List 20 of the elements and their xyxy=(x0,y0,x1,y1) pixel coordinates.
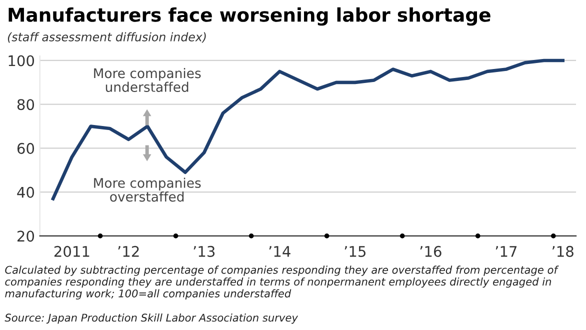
y-tick-label: 80 xyxy=(17,99,34,110)
chart-subtitle: (staff assessment diffusion index) xyxy=(8,32,206,43)
text: Calculated by subtracting percentage of companies responding they are overstaffed from percentage of companies responding they are understaffed in terms of nonpermanent employees directly engaged in manufacturing work; 100=all companies understaffed xyxy=(5,266,559,300)
x-tick-label: ’13 xyxy=(194,246,215,257)
x-tick-label: ’16 xyxy=(420,246,442,257)
x-tick-label: ’12 xyxy=(118,246,139,257)
source-note: Source: Japan Production Skill Labor Association survey xyxy=(4,314,298,324)
x-tick-label: ’18 xyxy=(552,246,574,257)
x-tick-label: ’17 xyxy=(496,246,517,257)
x-tick-label: ’15 xyxy=(344,246,366,257)
x-tick-label: ’14 xyxy=(269,246,290,257)
line-series xyxy=(51,58,564,200)
y-tick-label: 60 xyxy=(17,142,34,154)
y-tick-label: 20 xyxy=(18,230,34,242)
chart-title: Manufacturers face worsening labor shortage xyxy=(8,7,490,26)
y-tick-label: 40 xyxy=(17,186,34,198)
annotation: More companies understaffed xyxy=(94,68,201,92)
annotation: More companies overstaffed xyxy=(94,178,201,202)
y-tick-label: 100 xyxy=(8,55,34,66)
x-tick-label: 2011 xyxy=(54,246,90,257)
